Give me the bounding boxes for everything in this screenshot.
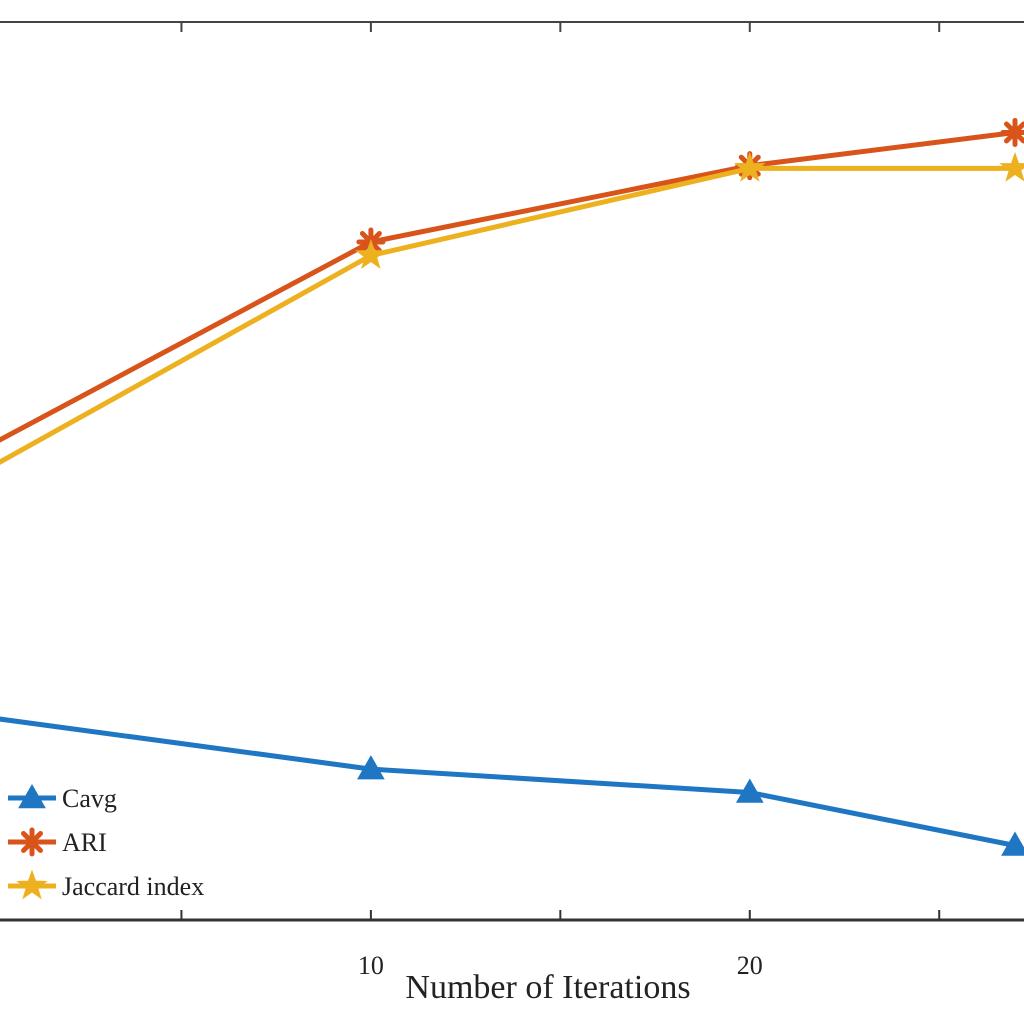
data-point-jaccard-index (999, 151, 1024, 182)
data-point-cavg (1001, 831, 1024, 856)
series-jaccard-index (0, 151, 1024, 465)
data-point-cavg (357, 755, 385, 780)
legend-item-ari: ARI (8, 827, 107, 857)
legend-marker-cavg (18, 783, 46, 809)
data-point-cavg (735, 778, 764, 803)
series-line-cavg (0, 716, 1016, 848)
legend-item-jaccard-index: Jaccard index (8, 869, 204, 901)
series-cavg (0, 716, 1024, 856)
legend-item-cavg: Cavg (8, 783, 117, 813)
legend-marker-ari (17, 827, 47, 857)
asterisk-stroke (1004, 121, 1024, 144)
asterisk-stroke (21, 831, 43, 853)
data-point-jaccard-index (355, 238, 387, 269)
series-line-ari (0, 130, 1016, 443)
series-line-jaccard-index (0, 165, 1015, 465)
legend-label-ari: ARI (62, 828, 107, 857)
x-tick-label: 20 (737, 951, 763, 980)
legend-marker-jaccard-index (16, 869, 48, 900)
legend-label-cavg: Cavg (62, 784, 117, 813)
data-point-ari (1000, 117, 1024, 147)
series-layer (0, 117, 1024, 856)
legend: Cavg ARI Jaccard index (8, 783, 204, 901)
data-point-jaccard-index (734, 151, 766, 182)
x-axis-title: Number of Iterations (405, 969, 690, 1006)
legend-label-jaccard-index: Jaccard index (62, 872, 204, 901)
axes: 10 20 (0, 21, 1024, 980)
x-tick-label: 10 (358, 951, 384, 980)
